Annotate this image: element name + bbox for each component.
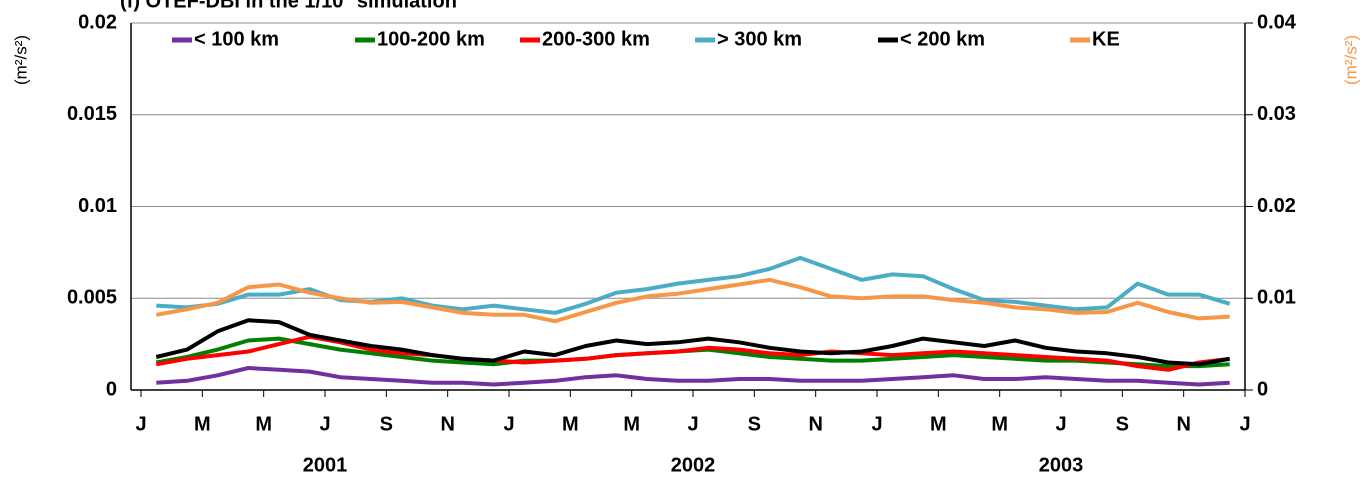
y2-tick-label: 0.03 — [1257, 103, 1296, 125]
year-label: 2003 — [1039, 454, 1084, 476]
x-tick-label: M — [194, 413, 211, 435]
legend-label: < 200 km — [900, 28, 985, 50]
x-tick-label: M — [991, 413, 1008, 435]
y2-tick-label: 0 — [1257, 378, 1268, 400]
x-tick-label: M — [562, 413, 579, 435]
legend-label: 100-200 km — [377, 28, 485, 50]
legend-label: 200-300 km — [542, 28, 650, 50]
series-line — [156, 366, 1230, 387]
x-tick-label: J — [503, 413, 514, 435]
x-tick-label: S — [1116, 413, 1129, 435]
x-tick-label: J — [135, 413, 146, 435]
y2-tick-label: 0.01 — [1257, 287, 1296, 309]
x-tick-label: N — [440, 413, 454, 435]
year-label: 2002 — [671, 454, 716, 476]
x-tick-label: M — [255, 413, 272, 435]
y-tick-label: 0.015 — [67, 103, 117, 125]
year-label: 2001 — [303, 454, 348, 476]
series-line — [156, 255, 1231, 315]
legend-label: KE — [1092, 28, 1120, 50]
x-tick-label: J — [871, 413, 882, 435]
y-tick-label: 0.02 — [78, 11, 117, 33]
y-tick-label: 0.005 — [67, 287, 117, 309]
series-line — [155, 318, 1231, 367]
x-tick-label: J — [1239, 413, 1250, 435]
x-tick-label: J — [687, 413, 698, 435]
x-tick-label: N — [808, 413, 822, 435]
legend-label: > 300 km — [717, 28, 802, 50]
x-tick-label: M — [623, 413, 640, 435]
y2-axis-label: (m²/s²) — [1341, 35, 1360, 85]
x-tick-label: M — [930, 413, 947, 435]
chart-title: (f) OTEF-DBI in the 1/10° simulation — [120, 0, 457, 12]
y-axis-label: (m²/s²) — [11, 35, 30, 85]
x-tick-label: J — [1055, 413, 1066, 435]
y2-tick-label: 0.02 — [1257, 195, 1296, 217]
series-line — [155, 277, 1230, 324]
y2-tick-label: 0.04 — [1257, 11, 1297, 33]
x-tick-label: S — [380, 413, 393, 435]
x-tick-label: J — [319, 413, 330, 435]
y-tick-label: 0 — [106, 378, 117, 400]
x-tick-label: N — [1176, 413, 1190, 435]
legend-label: < 100 km — [194, 28, 279, 50]
y-tick-label: 0.01 — [78, 195, 117, 217]
x-tick-label: S — [748, 413, 761, 435]
